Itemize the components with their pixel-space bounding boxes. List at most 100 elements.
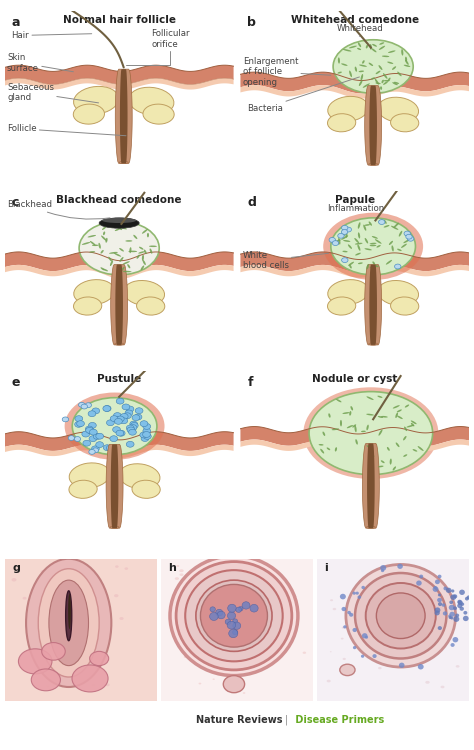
Ellipse shape xyxy=(138,251,145,254)
Ellipse shape xyxy=(176,565,179,567)
Circle shape xyxy=(130,421,137,427)
Ellipse shape xyxy=(390,458,392,464)
Ellipse shape xyxy=(133,235,137,239)
Ellipse shape xyxy=(90,251,95,253)
Ellipse shape xyxy=(372,266,376,268)
Ellipse shape xyxy=(184,656,187,658)
Ellipse shape xyxy=(48,578,52,580)
Ellipse shape xyxy=(115,343,124,345)
Circle shape xyxy=(62,417,69,422)
Circle shape xyxy=(461,602,464,606)
Text: g: g xyxy=(12,563,20,573)
Ellipse shape xyxy=(123,261,130,265)
Circle shape xyxy=(125,410,133,416)
Circle shape xyxy=(92,448,99,453)
Ellipse shape xyxy=(101,236,107,241)
Circle shape xyxy=(438,593,441,596)
Ellipse shape xyxy=(100,637,103,639)
Circle shape xyxy=(140,432,147,438)
Ellipse shape xyxy=(105,238,108,243)
Polygon shape xyxy=(106,444,123,528)
Ellipse shape xyxy=(144,250,147,254)
Ellipse shape xyxy=(369,343,378,345)
Text: Disease Primers: Disease Primers xyxy=(292,715,384,725)
Ellipse shape xyxy=(340,664,355,676)
Circle shape xyxy=(68,436,74,440)
Ellipse shape xyxy=(69,463,110,488)
Ellipse shape xyxy=(366,446,372,450)
Circle shape xyxy=(92,408,100,414)
Ellipse shape xyxy=(393,405,400,409)
Ellipse shape xyxy=(401,49,403,55)
Circle shape xyxy=(357,596,361,598)
Ellipse shape xyxy=(110,260,113,266)
Circle shape xyxy=(455,614,459,617)
Ellipse shape xyxy=(370,244,376,246)
Ellipse shape xyxy=(328,280,369,304)
Circle shape xyxy=(435,610,440,616)
Ellipse shape xyxy=(109,252,118,254)
Ellipse shape xyxy=(392,82,398,86)
Circle shape xyxy=(362,633,367,638)
Circle shape xyxy=(453,616,459,622)
Circle shape xyxy=(406,234,412,239)
Ellipse shape xyxy=(366,45,368,49)
Ellipse shape xyxy=(348,262,354,266)
Circle shape xyxy=(419,574,423,578)
Ellipse shape xyxy=(106,683,109,686)
Ellipse shape xyxy=(92,244,99,246)
Circle shape xyxy=(227,621,236,629)
Ellipse shape xyxy=(396,625,399,627)
Ellipse shape xyxy=(444,602,446,603)
Ellipse shape xyxy=(369,63,373,66)
Ellipse shape xyxy=(383,225,390,227)
Circle shape xyxy=(408,236,414,242)
Circle shape xyxy=(449,601,453,604)
Ellipse shape xyxy=(125,567,128,570)
Ellipse shape xyxy=(397,416,403,419)
Ellipse shape xyxy=(388,50,395,53)
Ellipse shape xyxy=(74,280,115,304)
Circle shape xyxy=(381,569,384,572)
Text: f: f xyxy=(247,376,253,389)
Text: Inflammation: Inflammation xyxy=(328,204,384,213)
Ellipse shape xyxy=(180,573,183,576)
Circle shape xyxy=(117,430,125,436)
Ellipse shape xyxy=(386,260,392,265)
Circle shape xyxy=(233,630,238,634)
Ellipse shape xyxy=(18,649,52,674)
Ellipse shape xyxy=(87,627,91,630)
FancyBboxPatch shape xyxy=(115,266,124,273)
Circle shape xyxy=(93,433,101,439)
Ellipse shape xyxy=(392,245,394,251)
Ellipse shape xyxy=(43,612,47,615)
Ellipse shape xyxy=(361,74,363,81)
Ellipse shape xyxy=(124,280,164,306)
Circle shape xyxy=(144,433,151,439)
Ellipse shape xyxy=(343,240,350,242)
Ellipse shape xyxy=(366,414,374,416)
Circle shape xyxy=(459,590,465,595)
Ellipse shape xyxy=(337,239,341,242)
Ellipse shape xyxy=(100,267,105,270)
Ellipse shape xyxy=(399,231,402,236)
Ellipse shape xyxy=(114,253,121,257)
Circle shape xyxy=(437,598,442,602)
Ellipse shape xyxy=(90,651,109,666)
Ellipse shape xyxy=(179,569,184,572)
Ellipse shape xyxy=(391,114,419,132)
Ellipse shape xyxy=(381,416,388,418)
Ellipse shape xyxy=(362,60,365,64)
Ellipse shape xyxy=(357,244,360,250)
Text: Blackhead comedone: Blackhead comedone xyxy=(56,194,182,205)
Text: Whitehead: Whitehead xyxy=(337,24,383,36)
Circle shape xyxy=(353,646,356,650)
Ellipse shape xyxy=(338,58,340,64)
Ellipse shape xyxy=(36,654,40,656)
Ellipse shape xyxy=(132,480,160,498)
Ellipse shape xyxy=(216,638,220,640)
Ellipse shape xyxy=(88,235,96,238)
Ellipse shape xyxy=(217,583,220,585)
Polygon shape xyxy=(115,265,123,345)
Ellipse shape xyxy=(262,568,264,569)
